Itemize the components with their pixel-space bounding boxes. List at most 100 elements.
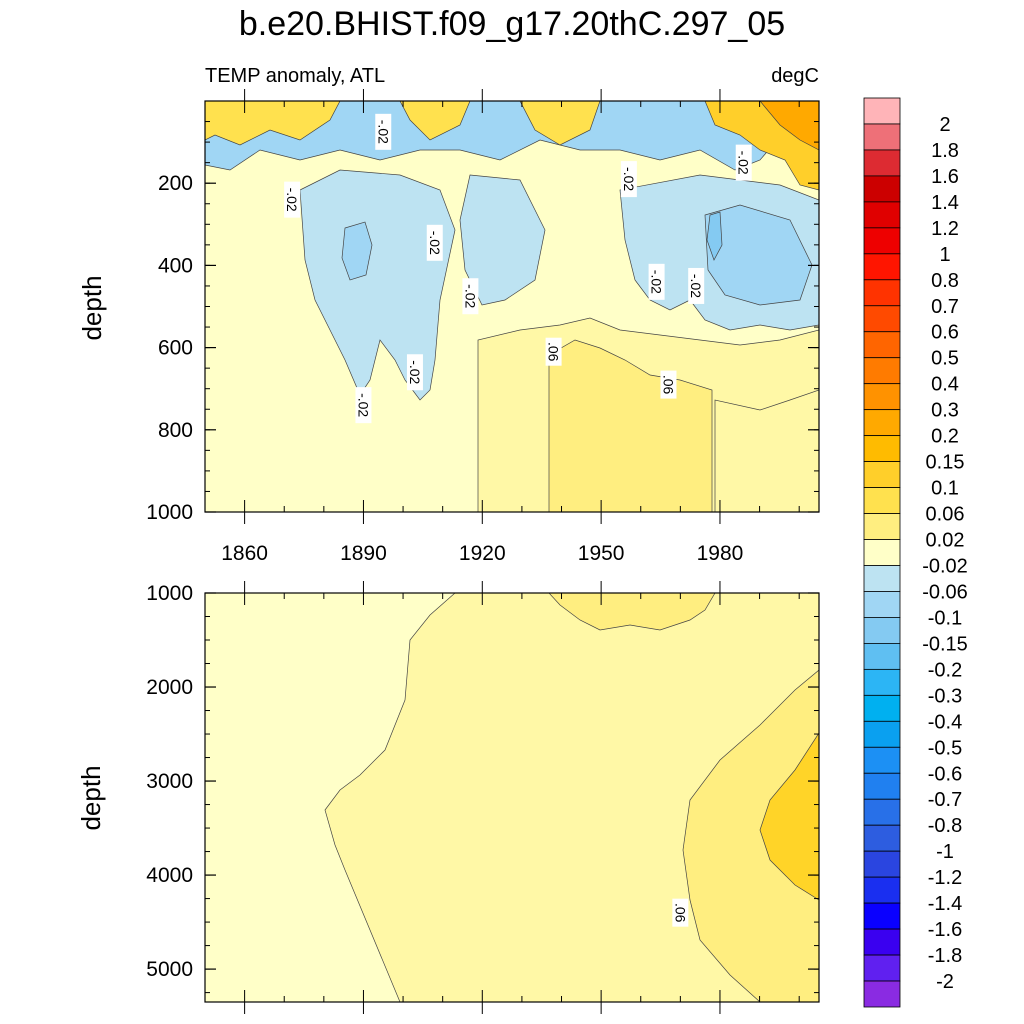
contour-label-text: -.02	[407, 360, 423, 384]
y-tick-label: 1000	[146, 582, 193, 605]
contour-label-box	[426, 224, 443, 261]
colorbar-swatch	[863, 357, 901, 385]
colorbar-swatch	[863, 279, 901, 307]
y-tick-label: 1000	[146, 501, 193, 524]
contour-label-text: .06	[546, 342, 562, 362]
colorbar-label: -0.8	[928, 815, 962, 837]
bottom-contour-field	[205, 593, 819, 1002]
contour-label: -.02	[284, 181, 301, 218]
bottom-plot-frame	[204, 592, 820, 1003]
colorbar-swatch	[863, 539, 901, 566]
colorbar-label: -0.6	[928, 763, 962, 785]
bottom-contour-labels: .06	[672, 898, 689, 927]
contour-label: .06	[660, 370, 677, 399]
top-surface-orange-core	[759, 101, 819, 151]
colorbar-swatch	[863, 746, 901, 774]
colorbar-label: 0.3	[931, 400, 959, 422]
top-surface-yellow-patches	[205, 101, 601, 146]
colorbar-label: 0.7	[931, 296, 959, 318]
top-blue-region-west	[299, 169, 456, 401]
colorbar-swatch	[863, 409, 901, 437]
top-panel: 200 400 600 800 1000 1860 1890 1920 1950 1980 -.…	[77, 89, 820, 565]
contour-label-box	[462, 278, 479, 315]
colorbar-swatch	[863, 824, 901, 852]
colorbar-swatch	[863, 461, 901, 488]
colorbar-label: -0.5	[928, 737, 962, 759]
colorbar-label: 2	[939, 114, 950, 136]
colorbar-label: -1	[936, 841, 954, 863]
contour-label: -.02	[462, 278, 479, 315]
colorbar-swatch	[863, 954, 901, 982]
colorbar-swatch	[863, 772, 901, 800]
colorbar-swatch	[863, 513, 901, 540]
top-x-axis: 1860 1890 1920 1950 1980	[204, 89, 800, 565]
colorbar-label: -1.6	[928, 919, 962, 941]
colorbar-label: 0.15	[926, 452, 965, 474]
contour-label-box	[375, 113, 392, 150]
contour-label-box	[620, 161, 637, 198]
contour-label: -.02	[355, 387, 372, 424]
colorbar-swatch	[863, 668, 901, 696]
x-tick-label: 1980	[697, 542, 744, 565]
colorbar-swatch	[863, 97, 901, 125]
contour-label: -.02	[735, 144, 752, 181]
contour-label-box	[648, 263, 665, 300]
colorbar-swatch	[863, 591, 901, 618]
contour-label: .06	[672, 898, 689, 927]
colorbar-swatch	[863, 876, 901, 904]
colorbar-swatch	[863, 253, 901, 281]
units-label: degC	[771, 65, 819, 87]
colorbar-swatch	[863, 149, 901, 177]
colorbar-label: 1	[939, 244, 950, 266]
colorbar-swatch	[863, 643, 901, 670]
top-contour-labels: -.02 -.02 -.02 -.02 -.02 -.02 .06 -.02 -.02 .06 -.…	[284, 113, 752, 424]
contour-label-text: -.02	[621, 167, 637, 191]
top-blue-core-west	[341, 221, 373, 281]
contour-label: -.02	[688, 267, 705, 304]
colorbar-label: 0.2	[931, 426, 959, 448]
contour-label-box	[284, 181, 301, 218]
colorbar-label: -0.1	[928, 607, 962, 629]
contour-label-box	[406, 354, 423, 391]
colorbar-label: 0.02	[926, 530, 965, 552]
top-y-axis-label: depth	[77, 275, 107, 340]
colorbar-swatch	[863, 798, 901, 826]
bottom-panel: 1000 2000 3000 4000 5000 .06 depth	[76, 581, 820, 1014]
top-blue-core-east	[704, 204, 813, 306]
contour-label-text: -.02	[355, 393, 371, 417]
contour-label-box	[688, 267, 705, 304]
colorbar-label: -1.8	[928, 945, 962, 967]
colorbar-label: 0.1	[931, 478, 959, 500]
contour-label-text: -.02	[736, 151, 752, 175]
y-tick-label: 400	[158, 254, 193, 277]
colorbar-label: 1.6	[931, 166, 959, 188]
contour-label-text: -.02	[375, 120, 391, 144]
colorbar-swatch	[863, 123, 901, 151]
contour-label-text: -.02	[688, 274, 704, 298]
colorbar-swatch	[863, 902, 901, 930]
colorbar-label: 1.2	[931, 218, 959, 240]
colorbar-swatch	[863, 201, 901, 229]
colorbar-swatch	[863, 331, 901, 359]
contour-label-text: .06	[660, 375, 676, 395]
colorbar-label: -1.2	[928, 867, 962, 889]
colorbar-swatch	[863, 487, 901, 514]
colorbar-label: 0.6	[931, 322, 959, 344]
contour-label-box	[660, 370, 677, 399]
colorbar-label: -0.2	[928, 659, 962, 681]
colorbar-swatch	[863, 383, 901, 411]
colorbar-label: -0.15	[922, 633, 968, 655]
x-tick-label: 1920	[459, 542, 506, 565]
contour-label-text: -.02	[649, 270, 665, 294]
colorbar: 2 1.8 1.6 1.4 1.2 1 0.8 0.7 0.6 0.5 0.4 0.3 0.2 0.15 0…	[863, 97, 968, 1008]
contour-label: .06	[545, 337, 562, 366]
contour-label-box	[735, 144, 752, 181]
colorbar-label: 0.8	[931, 270, 959, 292]
colorbar-swatch	[863, 565, 901, 592]
x-tick-label: 1950	[578, 542, 625, 565]
y-tick-label: 2000	[146, 676, 193, 699]
contour-label: -.02	[648, 263, 665, 300]
colorbar-label: -1.4	[928, 893, 962, 915]
colorbar-label: -0.4	[928, 711, 962, 733]
